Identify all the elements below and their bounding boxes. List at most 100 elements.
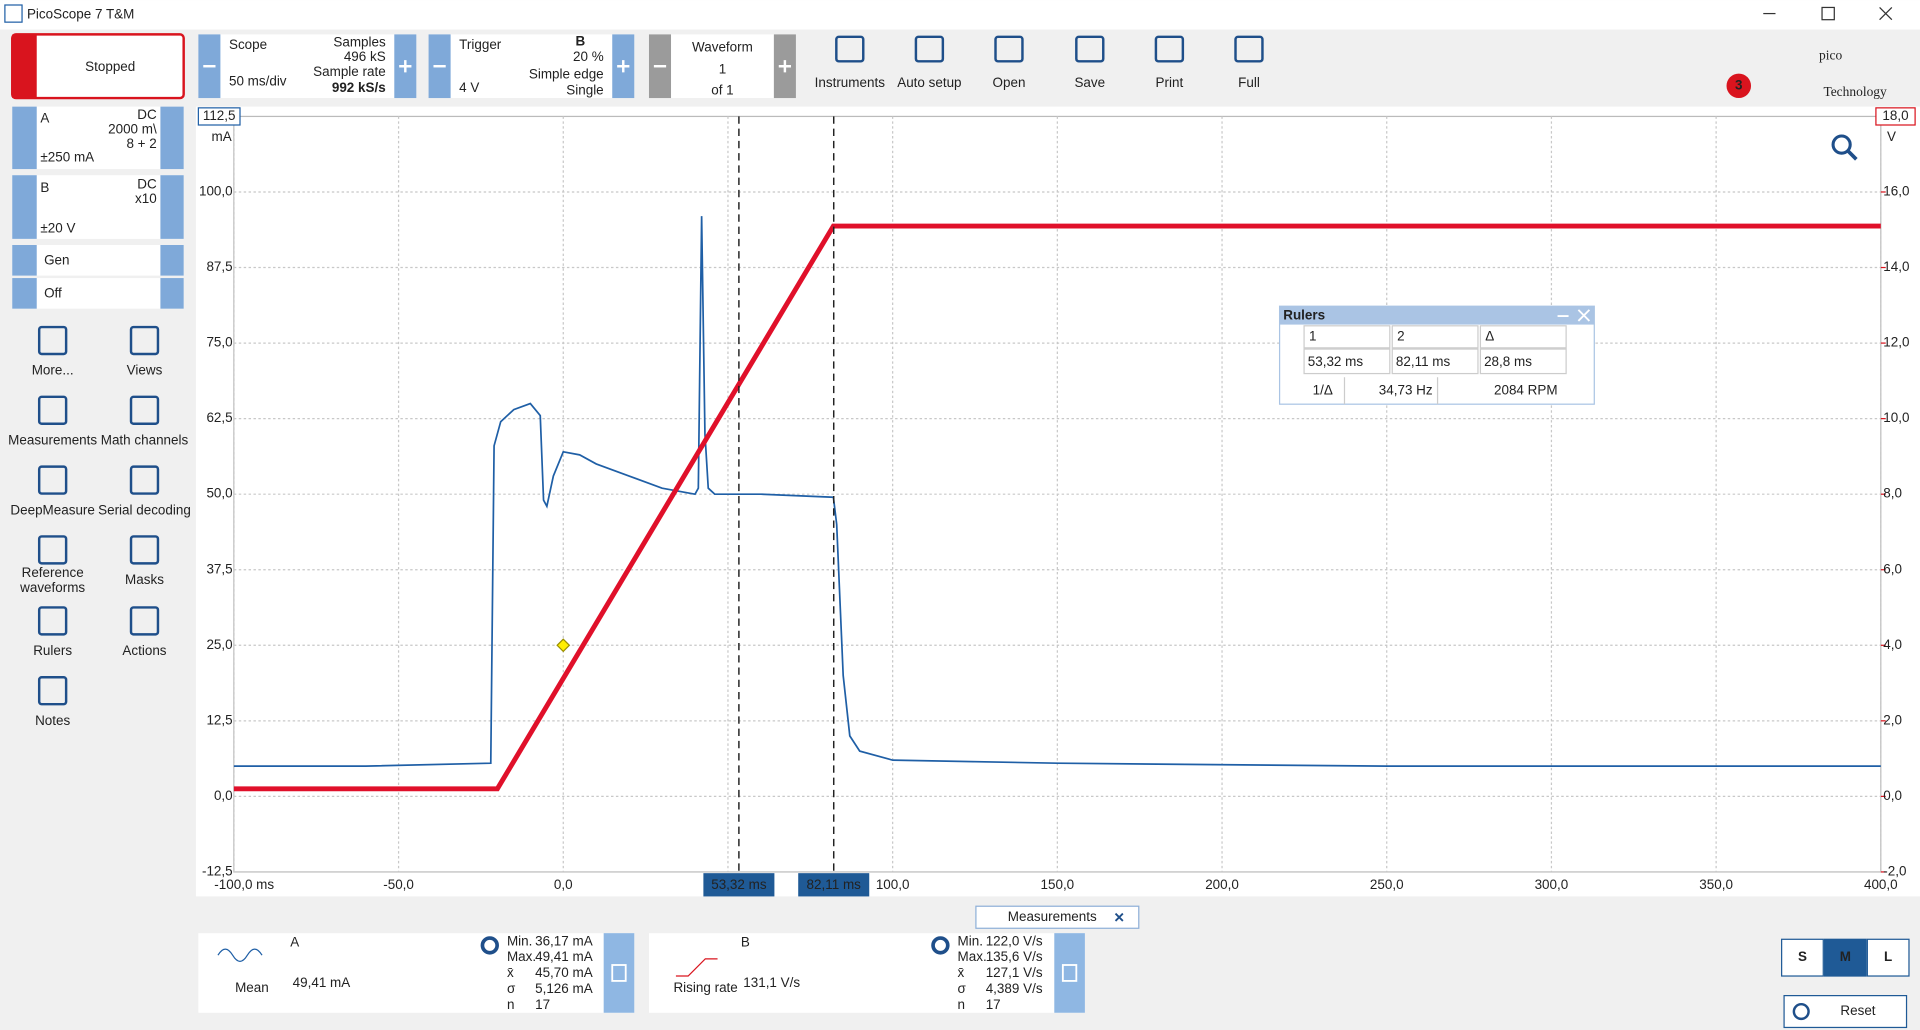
- tool-icon[interactable]: [129, 535, 160, 565]
- x-tick-label: 150,0: [1041, 877, 1075, 892]
- tool-icon[interactable]: [37, 535, 68, 565]
- size-button[interactable]: [1781, 938, 1824, 977]
- stat-value: 135,6 V/s: [986, 949, 1043, 964]
- x-tick-label: 200,0: [1205, 877, 1239, 892]
- status: Stopped: [85, 59, 135, 74]
- y2-tick-label: 6,0: [1883, 561, 1902, 576]
- settings-icon[interactable]: [931, 936, 950, 955]
- toolbar-icon[interactable]: [914, 35, 945, 63]
- cell: [1479, 325, 1567, 349]
- control-box: [198, 34, 417, 99]
- zoom-icon[interactable]: [1831, 134, 1852, 155]
- trash-icon: [1061, 964, 1078, 982]
- label: Waveform: [692, 39, 753, 54]
- delete-button[interactable]: [603, 933, 635, 1013]
- stat-label: σ: [507, 981, 516, 996]
- toolbar-icon[interactable]: [1154, 35, 1185, 63]
- minus-button[interactable]: [12, 278, 37, 309]
- plus-button[interactable]: [160, 106, 184, 170]
- restore[interactable]: [1821, 6, 1835, 21]
- y-tick-label: 50,0: [206, 486, 232, 501]
- tool-icon[interactable]: [37, 606, 68, 636]
- label: Samples: [333, 35, 386, 50]
- stat-label: Max.: [507, 949, 536, 964]
- label: M: [1840, 949, 1851, 964]
- plus-sign: [778, 60, 792, 73]
- stat-label: n: [507, 997, 514, 1012]
- label: 1/Δ: [1313, 382, 1333, 397]
- toolbar-icon[interactable]: [835, 35, 865, 63]
- stat-value: 45,70 mA: [535, 965, 593, 980]
- y-tick-label: 25,0: [206, 637, 232, 652]
- measurement-value: 49,41 mA: [293, 975, 351, 990]
- y-tick-label: 87,5: [206, 259, 232, 274]
- ruler-label-box[interactable]: [703, 873, 775, 897]
- tool-label: Measurements: [8, 432, 97, 447]
- measurements-tab[interactable]: [975, 905, 1140, 929]
- tool-icon[interactable]: [129, 606, 160, 636]
- toolbar-button-label: Auto setup: [897, 75, 961, 90]
- tool-icon[interactable]: [37, 325, 68, 356]
- toolbar-button-label: Instruments: [815, 75, 886, 90]
- label: Scope: [229, 37, 267, 52]
- tool-icon[interactable]: [129, 325, 160, 356]
- tool-icon[interactable]: [129, 465, 160, 495]
- label: DC: [137, 107, 157, 122]
- label: 1: [719, 61, 726, 76]
- logo: pico: [1819, 48, 1842, 63]
- tool-label: Rulers: [33, 643, 72, 658]
- reset-button[interactable]: [1783, 995, 1908, 1029]
- tool-icon[interactable]: [129, 395, 160, 425]
- y-tick-label: 0,0: [214, 788, 233, 803]
- y-axis-unit: mA: [212, 129, 232, 144]
- y-tick-label: 12,5: [206, 712, 232, 727]
- label: B: [741, 935, 750, 950]
- toolbar-icon[interactable]: [994, 35, 1024, 63]
- tab-close[interactable]: [1114, 912, 1124, 922]
- tool-icon[interactable]: [37, 395, 68, 425]
- minus-button[interactable]: [12, 175, 37, 239]
- label: A: [40, 110, 49, 125]
- rulers-close[interactable]: [1557, 309, 1591, 322]
- stat-value: 36,17 mA: [535, 933, 593, 948]
- close[interactable]: [1879, 7, 1893, 21]
- plus-button[interactable]: [160, 245, 184, 276]
- cell: [1303, 325, 1391, 349]
- delete-button[interactable]: [1054, 933, 1085, 1013]
- ruler-label-box[interactable]: [798, 873, 870, 897]
- x-tick-label: 0,0: [554, 877, 573, 892]
- plus-button[interactable]: [160, 175, 184, 239]
- axis-top-box: [197, 107, 241, 126]
- ruler-label: 82,11 ms: [807, 877, 862, 892]
- timebase: 50 ms/div: [229, 74, 287, 89]
- label: 2: [1397, 328, 1404, 343]
- tool-label: Serial decoding: [98, 502, 191, 517]
- minus-button[interactable]: [12, 106, 37, 170]
- x-tick-label: 300,0: [1535, 877, 1569, 892]
- tool-icon[interactable]: [37, 676, 68, 706]
- toolbar-button-label: Full: [1238, 75, 1260, 90]
- label: ±250 mA: [40, 150, 94, 165]
- minus-button[interactable]: [12, 245, 37, 276]
- label: A: [290, 935, 299, 950]
- size-button[interactable]: [1866, 938, 1910, 977]
- size-button[interactable]: [1823, 938, 1867, 977]
- toolbar-icon[interactable]: [1075, 35, 1105, 63]
- label: Trigger: [459, 37, 502, 52]
- y2-tick-label: 14,0: [1883, 259, 1909, 274]
- label: S: [1798, 949, 1807, 964]
- settings-icon[interactable]: [480, 936, 499, 955]
- x-tick-label: 350,0: [1699, 877, 1733, 892]
- label: B: [40, 180, 49, 195]
- plus-button[interactable]: [160, 278, 184, 309]
- toolbar-icon[interactable]: [1234, 35, 1264, 63]
- label: Off: [44, 286, 62, 301]
- label: 34,73 Hz: [1379, 382, 1433, 397]
- rulers-title-bar: [1279, 306, 1595, 325]
- label: 496 kS: [344, 49, 386, 64]
- ruler-label: 53,32 ms: [711, 877, 767, 892]
- x-tick-label: -100,0 ms: [214, 877, 274, 892]
- tool-icon[interactable]: [37, 465, 68, 495]
- gen-row: [12, 278, 184, 309]
